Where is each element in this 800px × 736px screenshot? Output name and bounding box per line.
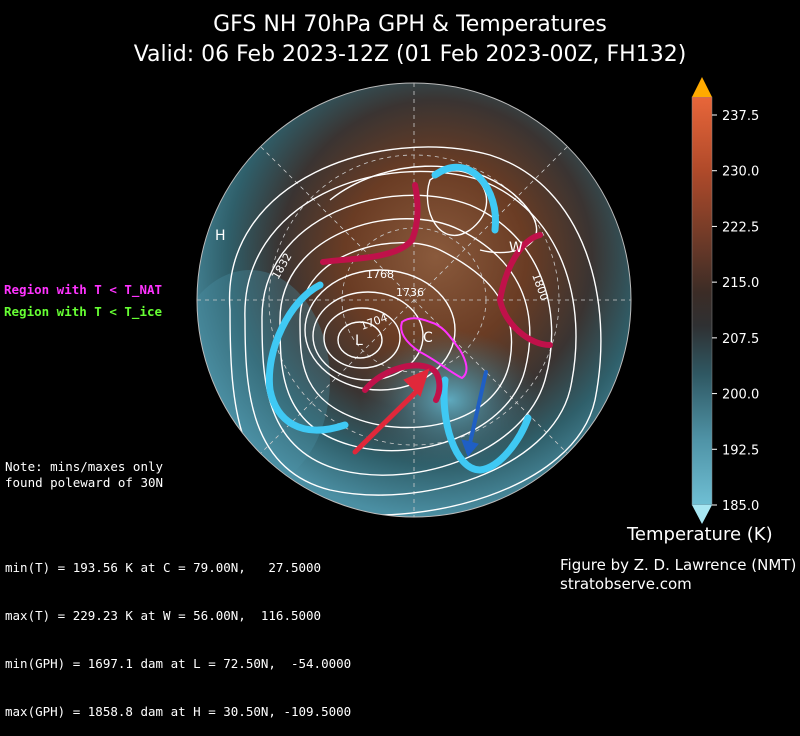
colorbar-tick-label: 185.0 <box>722 499 759 514</box>
gph-min-label: L <box>355 333 363 349</box>
colorbar-tick-label: 207.5 <box>722 332 759 347</box>
temp-max-label: W <box>509 240 523 256</box>
colorbar-tick-label: 200.0 <box>722 388 759 403</box>
chart-subtitle: Valid: 06 Feb 2023-12Z (01 Feb 2023-00Z,… <box>133 42 687 67</box>
polar-map: H L C W 1832 1768 1736 1704 1800 237.523… <box>196 77 759 524</box>
colorbar-tick-label: 230.0 <box>722 165 759 180</box>
map-labels: H L C W <box>215 228 523 349</box>
legend-ice: Region with T < T_ice <box>4 304 163 319</box>
stat-min-t: min(T) = 193.56 K at C = 79.00N, 27.5000 <box>5 560 322 575</box>
note-text: Note: mins/maxes only found poleward of … <box>5 459 164 490</box>
stat-min-gph: min(GPH) = 1697.1 dam at L = 72.50N, -54… <box>5 656 352 671</box>
colorbar-max-arrow <box>692 77 712 97</box>
colorbar-label: Temperature (K) <box>627 524 773 545</box>
contour-label: 1768 <box>366 268 394 281</box>
colorbar-min-arrow <box>692 505 712 524</box>
credit: Figure by Z. D. Lawrence (NMT) stratobse… <box>560 556 796 594</box>
colorbar-tick-label: 192.5 <box>722 443 759 458</box>
credit-author: Figure by Z. D. Lawrence (NMT) <box>560 556 797 574</box>
temp-min-label: C <box>423 330 433 346</box>
stats-block: min(T) = 193.56 K at C = 79.00N, 27.5000… <box>5 528 351 736</box>
legend-nat: Region with T < T_NAT <box>4 282 163 297</box>
stat-max-gph: max(GPH) = 1858.8 dam at H = 30.50N, -10… <box>5 704 352 719</box>
colorbar-tick-label: 237.5 <box>722 109 759 124</box>
t-nat-region <box>400 317 468 380</box>
credit-site: stratobserve.com <box>560 575 692 593</box>
chart-title: GFS NH 70hPa GPH & Temperatures <box>213 12 607 37</box>
contour-label: 1736 <box>396 286 424 299</box>
gph-max-label: H <box>215 228 226 244</box>
colorbar: 237.5 230.0 222.5 215.0 207.5 200.0 192.5 185.0 <box>691 77 759 524</box>
colorbar-tick-label: 222.5 <box>722 220 759 235</box>
annotation-strokes <box>265 163 553 474</box>
colorbar-tick-label: 215.0 <box>722 276 759 291</box>
stat-max-t: max(T) = 229.23 K at W = 56.00N, 116.500… <box>5 608 322 623</box>
gph-contours <box>229 146 602 516</box>
